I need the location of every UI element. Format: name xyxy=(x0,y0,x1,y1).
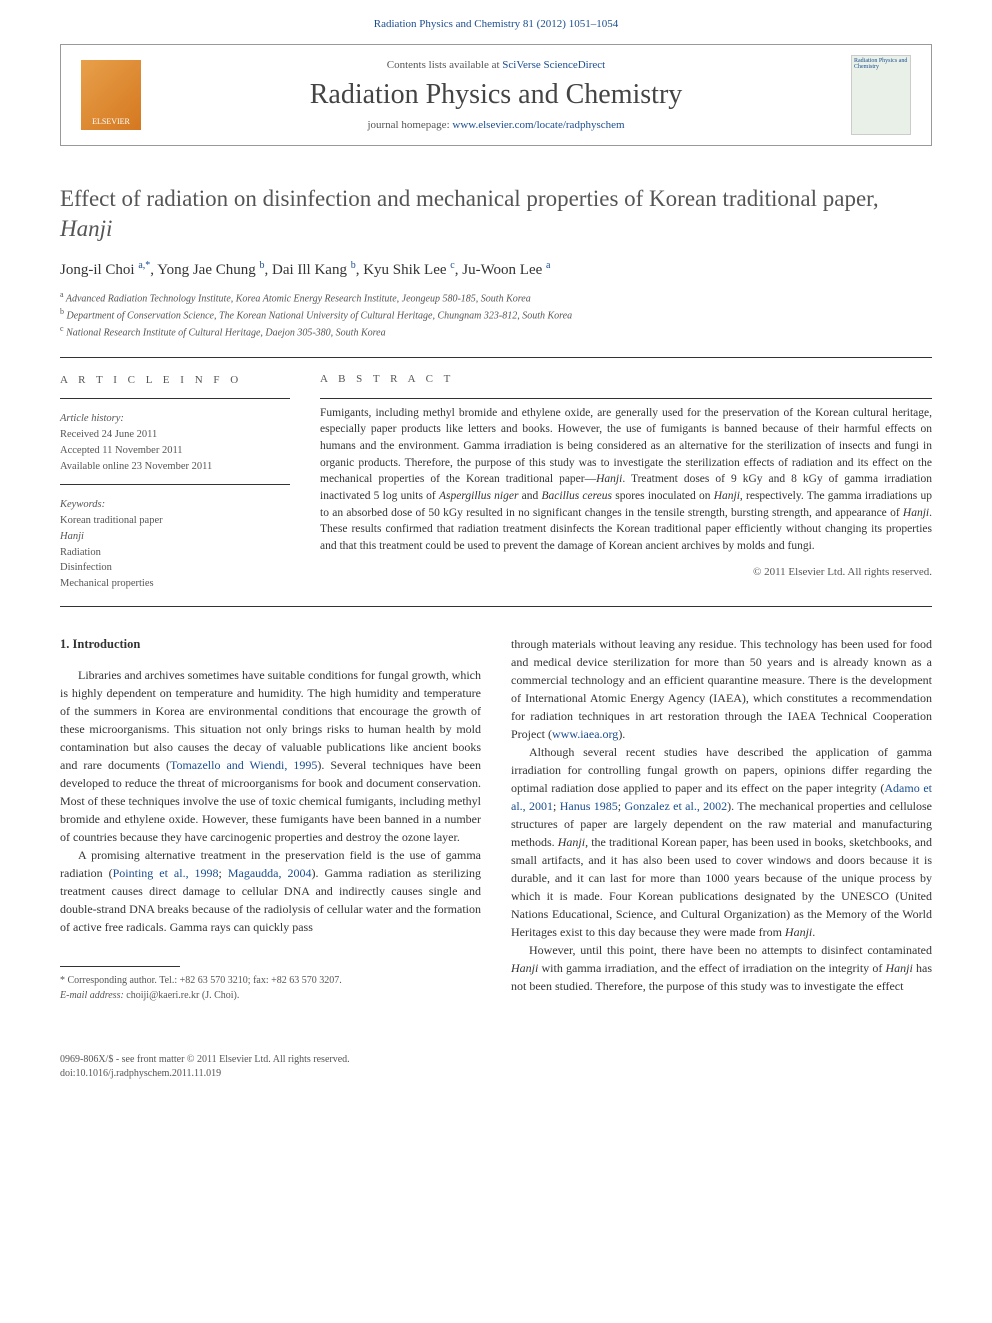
abstract-heading: A B S T R A C T xyxy=(320,372,932,388)
paragraph: However, until this point, there have be… xyxy=(511,941,932,995)
keyword: Hanji xyxy=(60,529,290,545)
affiliations: a Advanced Radiation Technology Institut… xyxy=(60,289,932,341)
corresponding-author-footnote: * Corresponding author. Tel.: +82 63 570… xyxy=(60,973,481,1003)
paragraph: Although several recent studies have des… xyxy=(511,743,932,941)
affiliation-line: a Advanced Radiation Technology Institut… xyxy=(60,289,932,306)
column-right: through materials without leaving any re… xyxy=(511,635,932,1003)
contents-line: Contents lists available at SciVerse Sci… xyxy=(161,59,831,71)
history-heading: Article history: xyxy=(60,411,290,427)
doi-line: doi:10.1016/j.radphyschem.2011.11.019 xyxy=(60,1067,932,1081)
citation-link[interactable]: Magaudda, 2004 xyxy=(228,866,312,880)
received-date: Received 24 June 2011 xyxy=(60,427,290,443)
running-header: Radiation Physics and Chemistry 81 (2012… xyxy=(0,0,992,36)
info-abstract-row: A R T I C L E I N F O Article history: R… xyxy=(60,372,932,592)
section-heading: 1. Introduction xyxy=(60,635,481,654)
elsevier-logo: ELSEVIER xyxy=(81,60,141,130)
article-info-heading: A R T I C L E I N F O xyxy=(60,372,290,389)
accepted-date: Accepted 11 November 2011 xyxy=(60,443,290,459)
homepage-line: journal homepage: www.elsevier.com/locat… xyxy=(161,119,831,131)
external-link[interactable]: www.iaea.org xyxy=(552,727,618,741)
journal-banner: ELSEVIER Contents lists available at Sci… xyxy=(60,44,932,146)
citation-link[interactable]: Tomazello and Wiendi, 1995 xyxy=(170,758,317,772)
citation-link[interactable]: Hanus 1985 xyxy=(560,799,618,813)
affiliation-line: c National Research Institute of Cultura… xyxy=(60,323,932,340)
keyword: Radiation xyxy=(60,545,290,561)
online-date: Available online 23 November 2011 xyxy=(60,459,290,475)
front-matter-line: 0969-806X/$ - see front matter © 2011 El… xyxy=(60,1053,932,1067)
affiliation-line: b Department of Conservation Science, Th… xyxy=(60,306,932,323)
paragraph: Libraries and archives sometimes have su… xyxy=(60,666,481,846)
divider xyxy=(60,357,932,358)
citation-text: Radiation Physics and Chemistry 81 (2012… xyxy=(374,18,618,30)
author-list: Jong-il Choi a,*, Yong Jae Chung b, Dai … xyxy=(60,260,932,279)
journal-name: Radiation Physics and Chemistry xyxy=(161,79,831,111)
journal-cover-thumbnail: Radiation Physics and Chemistry xyxy=(851,55,911,135)
keywords-list: Korean traditional paperHanjiRadiationDi… xyxy=(60,513,290,592)
paragraph: A promising alternative treatment in the… xyxy=(60,846,481,936)
banner-center: Contents lists available at SciVerse Sci… xyxy=(161,59,831,131)
article-body: Effect of radiation on disinfection and … xyxy=(0,154,992,1033)
article-title: Effect of radiation on disinfection and … xyxy=(60,184,932,244)
paragraph: through materials without leaving any re… xyxy=(511,635,932,743)
keyword: Mechanical properties xyxy=(60,576,290,592)
abstract-copyright: © 2011 Elsevier Ltd. All rights reserved… xyxy=(320,565,932,581)
homepage-link[interactable]: www.elsevier.com/locate/radphyschem xyxy=(452,119,624,131)
keywords-heading: Keywords: xyxy=(60,497,290,513)
footnote-divider xyxy=(60,966,180,967)
abstract: A B S T R A C T Fumigants, including met… xyxy=(320,372,932,592)
article-info: A R T I C L E I N F O Article history: R… xyxy=(60,372,290,592)
citation-link[interactable]: Gonzalez et al., 2002 xyxy=(624,799,727,813)
keyword: Disinfection xyxy=(60,560,290,576)
footer: 0969-806X/$ - see front matter © 2011 El… xyxy=(60,1053,932,1081)
body-columns: 1. Introduction Libraries and archives s… xyxy=(60,635,932,1003)
citation-link[interactable]: Pointing et al., 1998 xyxy=(113,866,219,880)
keyword: Korean traditional paper xyxy=(60,513,290,529)
sciencedirect-link[interactable]: SciVerse ScienceDirect xyxy=(502,59,605,71)
column-left: 1. Introduction Libraries and archives s… xyxy=(60,635,481,1003)
